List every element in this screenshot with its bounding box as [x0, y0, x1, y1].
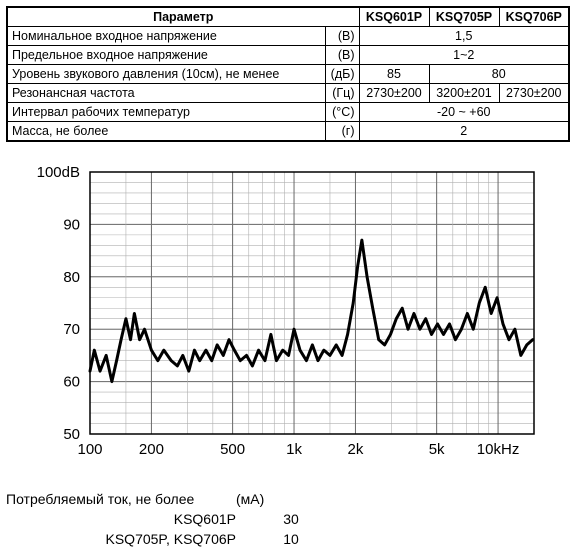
- x-tick-label: 5k: [429, 441, 445, 458]
- x-tick-label: 2k: [348, 441, 364, 458]
- current-value: 10: [266, 529, 316, 549]
- row-value: 85: [359, 65, 429, 84]
- current-row: KSQ705P, KSQ706P10: [6, 529, 570, 549]
- y-tick-label: 100dB: [37, 164, 80, 181]
- current-label: Потребляемый ток, не более: [6, 489, 236, 509]
- table-row: Номинальное входное напряжение(В)1,5: [7, 27, 569, 46]
- current-model: KSQ705P, KSQ706P: [6, 529, 266, 549]
- header-model-1: KSQ705P: [429, 7, 499, 27]
- table-row: Интервал рабочих температур(°C)-20 ~ +60: [7, 103, 569, 122]
- row-value: 2730±200: [499, 84, 569, 103]
- spl-chart: 5060708090100dB1002005001k2k5k10kHz: [24, 156, 570, 479]
- row-label: Предельное входное напряжение: [7, 46, 325, 65]
- x-tick-label: 100: [77, 441, 102, 458]
- row-label: Номинальное входное напряжение: [7, 27, 325, 46]
- current-unit: (мА): [236, 489, 286, 509]
- x-tick-label: 1k: [286, 441, 302, 458]
- row-unit: (В): [325, 46, 359, 65]
- table-row: Резонансная частота(Гц)2730±2003200±2012…: [7, 84, 569, 103]
- row-label: Резонансная частота: [7, 84, 325, 103]
- table-row: Предельное входное напряжение(В)1~2: [7, 46, 569, 65]
- row-label: Уровень звукового давления (10см), не ме…: [7, 65, 325, 84]
- row-value: -20 ~ +60: [359, 103, 569, 122]
- row-label: Масса, не более: [7, 122, 325, 142]
- x-tick-label: 500: [220, 441, 245, 458]
- y-tick-label: 60: [63, 374, 80, 391]
- x-tick-label: 200: [139, 441, 164, 458]
- table-row: Масса, не более(г)2: [7, 122, 569, 142]
- current-model: KSQ601P: [6, 509, 266, 529]
- y-tick-label: 90: [63, 216, 80, 233]
- header-parameter: Параметр: [7, 7, 359, 27]
- x-tick-label: 10kHz: [477, 441, 520, 458]
- y-tick-label: 80: [63, 269, 80, 286]
- current-consumption-block: Потребляемый ток, не более (мА) KSQ601P3…: [6, 489, 570, 549]
- row-unit: (В): [325, 27, 359, 46]
- row-value: 80: [429, 65, 569, 84]
- y-tick-label: 70: [63, 321, 80, 338]
- current-value: 30: [266, 509, 316, 529]
- row-unit: (дБ): [325, 65, 359, 84]
- row-value: 1~2: [359, 46, 569, 65]
- row-value: 2730±200: [359, 84, 429, 103]
- row-value: 2: [359, 122, 569, 142]
- spl-chart-svg: 5060708090100dB1002005001k2k5k10kHz: [24, 156, 544, 476]
- row-unit: (°C): [325, 103, 359, 122]
- header-model-0: KSQ601P: [359, 7, 429, 27]
- row-value: 3200±201: [429, 84, 499, 103]
- table-row: Уровень звукового давления (10см), не ме…: [7, 65, 569, 84]
- current-row: KSQ601P30: [6, 509, 570, 529]
- row-label: Интервал рабочих температур: [7, 103, 325, 122]
- row-value: 1,5: [359, 27, 569, 46]
- row-unit: (Гц): [325, 84, 359, 103]
- row-unit: (г): [325, 122, 359, 142]
- spec-table: Параметр KSQ601P KSQ705P KSQ706P Номинал…: [6, 6, 570, 142]
- header-model-2: KSQ706P: [499, 7, 569, 27]
